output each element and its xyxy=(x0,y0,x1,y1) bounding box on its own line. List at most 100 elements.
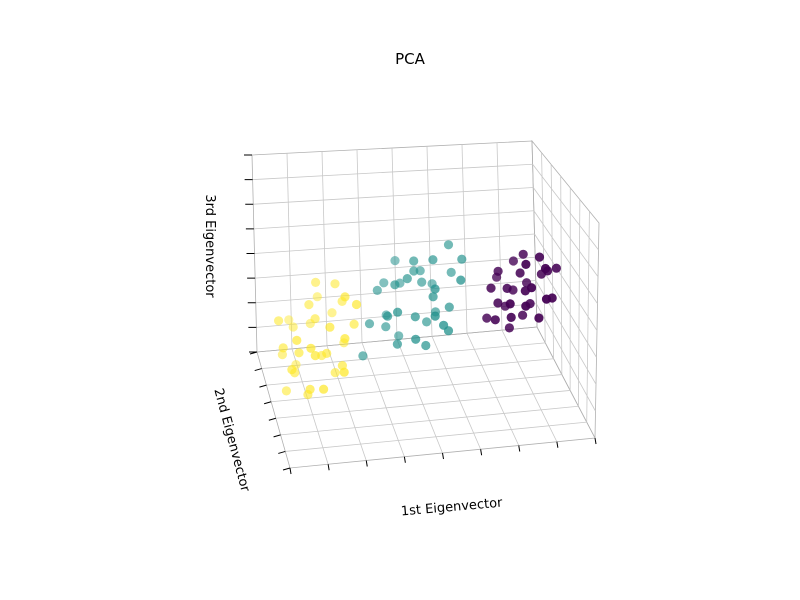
scatter-point xyxy=(444,302,454,312)
y-axis-tick xyxy=(273,434,281,438)
scatter-point xyxy=(339,367,349,377)
scatter-point xyxy=(428,255,438,265)
scatter-point xyxy=(351,299,362,310)
scatter-point xyxy=(493,266,503,276)
scatter-point xyxy=(392,339,402,349)
x-axis-tick xyxy=(480,449,483,456)
y-axis-tick xyxy=(264,401,272,405)
floor-grid-x xyxy=(361,342,405,457)
right-grid-horizontal xyxy=(532,187,599,277)
scatter-point xyxy=(310,351,320,361)
scatter-point xyxy=(457,254,467,264)
scatter-point xyxy=(372,285,382,295)
scatter-point xyxy=(526,283,537,293)
scatter-point xyxy=(390,256,400,266)
scatter-point xyxy=(402,274,412,284)
scatter-point xyxy=(502,283,512,293)
scatter-point xyxy=(521,301,531,311)
right-grid-horizontal xyxy=(536,303,596,412)
scatter-point xyxy=(340,292,350,302)
scatter-point xyxy=(330,368,340,378)
scatter-point xyxy=(319,384,329,394)
scatter-point xyxy=(518,249,528,259)
scatter-point xyxy=(410,312,420,322)
floor-grid-y xyxy=(266,358,554,386)
x-axis-tick xyxy=(518,445,521,452)
scatter-point xyxy=(292,335,302,345)
y-axis-tick xyxy=(282,467,291,471)
scatter-point xyxy=(508,256,518,266)
floor-grid-x xyxy=(501,329,558,442)
scatter-point xyxy=(506,312,516,322)
x-axis-tick xyxy=(556,441,559,448)
scatter-point xyxy=(393,307,403,317)
floor-grid-x xyxy=(291,348,329,465)
right-grid-horizontal xyxy=(533,210,598,304)
scatter-point xyxy=(284,315,294,325)
scatter-point xyxy=(430,284,440,294)
scatter-point xyxy=(521,259,531,269)
scatter-point xyxy=(358,351,368,361)
scatter-point xyxy=(534,313,544,323)
scatter-point xyxy=(274,316,284,326)
floor-grid-y xyxy=(285,421,587,452)
back-grid-horizontal xyxy=(253,210,534,230)
scatter-point xyxy=(541,294,552,304)
scatter-point xyxy=(277,350,287,360)
scatter-point xyxy=(330,279,340,289)
scatter-point xyxy=(312,292,322,302)
scatter-point xyxy=(294,348,304,358)
chart-title: PCA xyxy=(395,50,426,68)
grid-lines xyxy=(252,142,599,465)
y-axis-tick xyxy=(259,384,267,388)
y-axis-label: 2nd Eigenvector xyxy=(210,387,252,494)
scatter-point xyxy=(534,252,545,262)
scatter-points xyxy=(274,240,562,400)
scatter-point xyxy=(482,313,492,323)
scatter-point xyxy=(394,331,404,341)
axes-panes xyxy=(251,139,600,469)
scatter-point xyxy=(381,322,391,332)
x-axis-label: 1st Eigenvector xyxy=(400,496,503,520)
x-axis-tick xyxy=(289,467,292,475)
scatter-point xyxy=(515,268,525,278)
floor-grid-x xyxy=(431,336,481,450)
scatter-point xyxy=(409,266,419,276)
y-axis-tick xyxy=(249,351,258,355)
scatter-point xyxy=(322,348,332,358)
scatter-point xyxy=(428,292,438,302)
scatter-point xyxy=(486,283,496,293)
scatter-point xyxy=(383,311,393,321)
floor-grid-y xyxy=(271,374,562,403)
scatter-point xyxy=(446,267,456,277)
scatter-point xyxy=(287,365,297,375)
back-grid-horizontal xyxy=(253,187,534,205)
scatter-point xyxy=(505,299,515,309)
scatter-point xyxy=(288,322,298,332)
axis-ticks xyxy=(244,154,597,475)
scatter-point xyxy=(540,263,551,274)
z-axis-label: 3rd Eigenvector xyxy=(202,194,217,298)
scatter-point xyxy=(422,317,432,327)
x-axis-tick xyxy=(594,437,597,445)
scatter-point xyxy=(490,315,500,325)
floor-grid-y xyxy=(261,342,546,369)
scatter-point xyxy=(443,240,454,250)
scatter-point xyxy=(364,319,375,329)
x-axis-tick xyxy=(327,464,330,471)
scatter-point xyxy=(417,277,427,287)
floor-grid-x xyxy=(326,345,367,461)
scatter-point xyxy=(311,277,321,287)
scatter-point xyxy=(327,308,337,318)
scatter-point xyxy=(493,298,503,308)
scatter-point xyxy=(325,322,335,332)
scatter-point xyxy=(504,323,514,333)
floor-grid-x xyxy=(396,339,443,454)
floor-grid-y xyxy=(275,390,571,419)
x-axis-tick xyxy=(442,452,444,460)
back-grid-horizontal xyxy=(252,163,533,181)
scatter-point xyxy=(411,334,421,344)
scatter-point xyxy=(430,311,440,321)
scatter-point xyxy=(421,340,431,351)
